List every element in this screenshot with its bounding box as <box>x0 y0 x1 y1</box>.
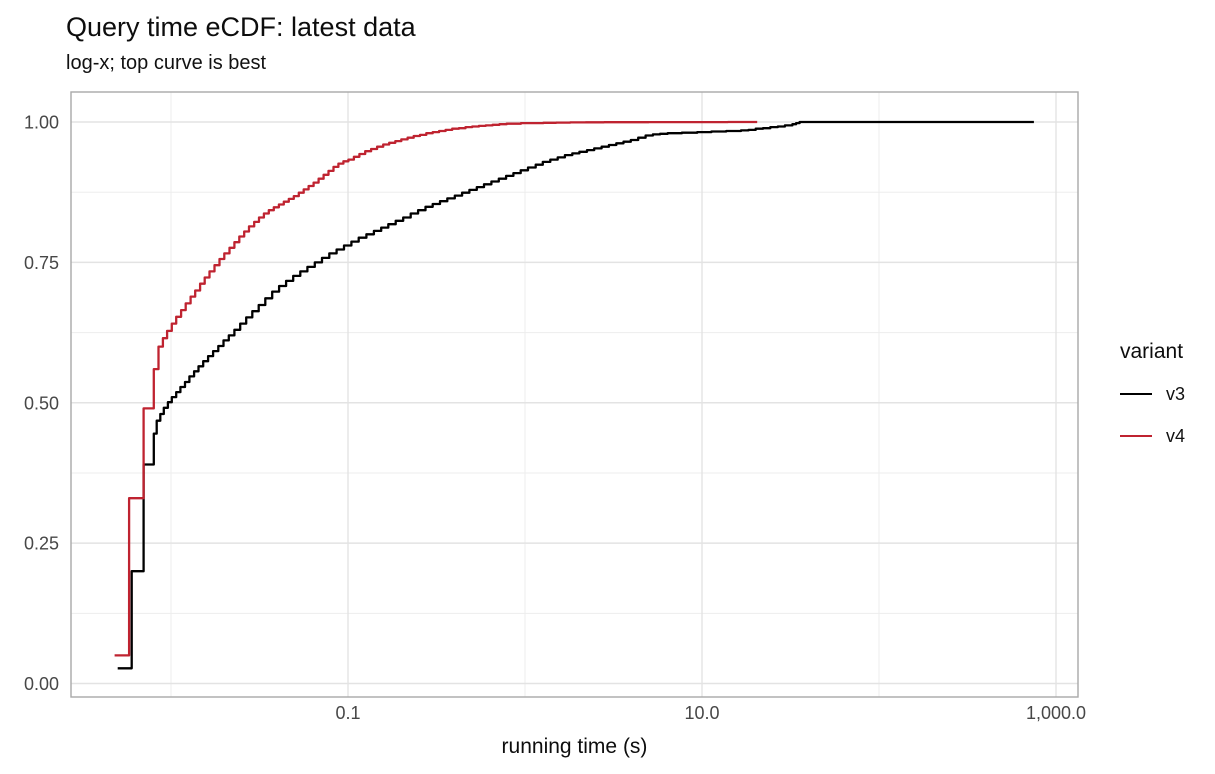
x-tick-label: 0.1 <box>335 703 360 723</box>
panel-border <box>70 91 1079 698</box>
x-tick-label: 10.0 <box>684 703 719 723</box>
v3-line-swatch-icon <box>1120 393 1152 395</box>
x-axis-title: running time (s) <box>501 735 648 758</box>
chart-subtitle: log-x; top curve is best <box>66 52 267 74</box>
x-tick-label: 1,000.0 <box>1026 703 1086 723</box>
legend-label-v3: v3 <box>1166 383 1186 404</box>
legend: variant v3 v4 <box>1120 340 1185 448</box>
legend-title: variant <box>1120 340 1184 363</box>
chart-title: Query time eCDF: latest data <box>66 12 416 42</box>
legend-row-v3: v3 <box>1120 382 1185 406</box>
v4-line-swatch-icon <box>1120 435 1152 437</box>
y-tick-label: 0.50 <box>24 393 59 413</box>
legend-label-v4: v4 <box>1166 425 1186 446</box>
y-tick-label: 0.00 <box>24 674 59 694</box>
y-tick-label: 1.00 <box>24 113 59 133</box>
ecdf-curve-v3 <box>117 120 1034 670</box>
y-tick-label: 0.25 <box>24 534 59 554</box>
y-tick-label: 0.75 <box>24 253 59 273</box>
legend-row-v4: v4 <box>1120 424 1185 448</box>
ecdf-curve-v4 <box>114 120 758 657</box>
